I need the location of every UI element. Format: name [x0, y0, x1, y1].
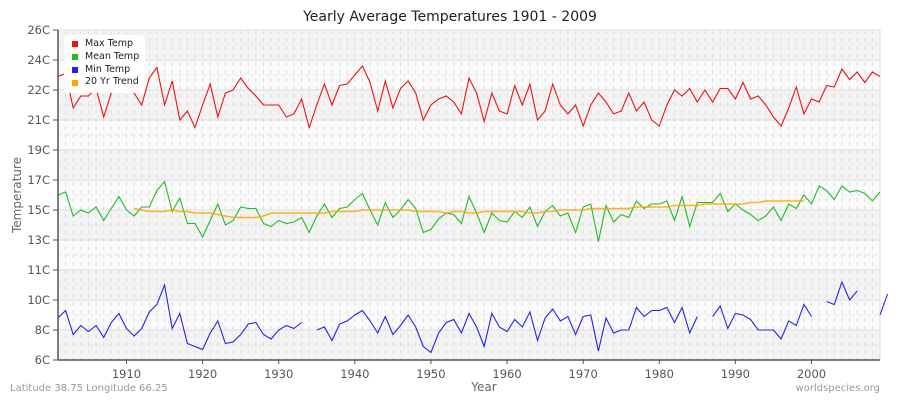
- x-axis-ticks: 1910 1920 1930 1940 1950 1960 1970 1980 1990 2000: [112, 360, 826, 381]
- location-caption: Latitude 38.75 Longitude 66.25: [10, 383, 168, 394]
- x-tick-label: 1940: [340, 367, 369, 381]
- legend-swatch-icon: [72, 41, 78, 48]
- x-axis-title: Year: [470, 380, 496, 394]
- legend-label: 20 Yr Trend: [85, 76, 139, 88]
- series-line-min-temp: [879, 293, 889, 316]
- series-line-min-temp: [316, 306, 698, 354]
- legend-swatch-icon: [72, 54, 78, 61]
- x-tick-label: 1960: [492, 367, 521, 381]
- x-tick-label: 1990: [721, 367, 750, 381]
- series-line-max-temp: [57, 64, 881, 130]
- legend: Max Temp Mean Temp Min Temp 20 Yr Trend: [64, 35, 146, 94]
- y-tick-label: 11C: [27, 263, 50, 277]
- source-caption: worldspecies.org: [795, 383, 880, 394]
- legend-label: Mean Temp: [85, 50, 140, 62]
- y-tick-label: 15C: [27, 203, 50, 217]
- x-tick-label: 1930: [264, 367, 293, 381]
- series-line-min-temp: [826, 280, 858, 306]
- y-tick-label: 22C: [27, 83, 50, 97]
- y-tick-label: 21C: [27, 113, 50, 127]
- legend-item-trend: 20 Yr Trend: [72, 76, 139, 89]
- legend-item-min-temp: Min Temp: [72, 64, 139, 77]
- legend-label: Min Temp: [85, 63, 131, 75]
- series-line-min-temp: [712, 303, 812, 341]
- data-series: [57, 64, 889, 354]
- y-tick-label: 24C: [27, 53, 50, 67]
- legend-swatch-icon: [72, 79, 78, 86]
- y-tick-label: 13C: [27, 233, 50, 247]
- y-tick-label: 8C: [35, 323, 50, 337]
- y-axis-ticks: 26C 24C 22C 21C 19C 17C 15C 13C 11C 10C 8C 6C: [27, 23, 58, 367]
- y-tick-label: 26C: [27, 23, 50, 37]
- x-tick-label: 2000: [797, 367, 826, 381]
- series-line-min-temp: [57, 282, 302, 351]
- y-tick-label: 6C: [35, 353, 50, 367]
- x-tick-label: 1950: [416, 367, 445, 381]
- legend-item-mean-temp: Mean Temp: [72, 51, 139, 64]
- y-tick-label: 10C: [27, 293, 50, 307]
- y-axis-title: Temperature: [10, 157, 24, 234]
- x-tick-label: 1980: [645, 367, 674, 381]
- legend-label: Max Temp: [85, 38, 133, 49]
- x-tick-label: 1910: [112, 367, 141, 381]
- y-tick-label: 19C: [27, 143, 50, 157]
- y-tick-label: 17C: [27, 173, 50, 187]
- x-tick-label: 1920: [188, 367, 217, 381]
- legend-item-max-temp: Max Temp: [72, 38, 139, 51]
- chart-title: Yearly Average Temperatures 1901 - 2009: [303, 9, 597, 25]
- x-tick-label: 1970: [569, 367, 598, 381]
- axes: [57, 30, 880, 361]
- series-line-mean-temp: [57, 180, 881, 242]
- series-line-20-yr-trend: [133, 200, 804, 219]
- legend-swatch-icon: [72, 66, 78, 73]
